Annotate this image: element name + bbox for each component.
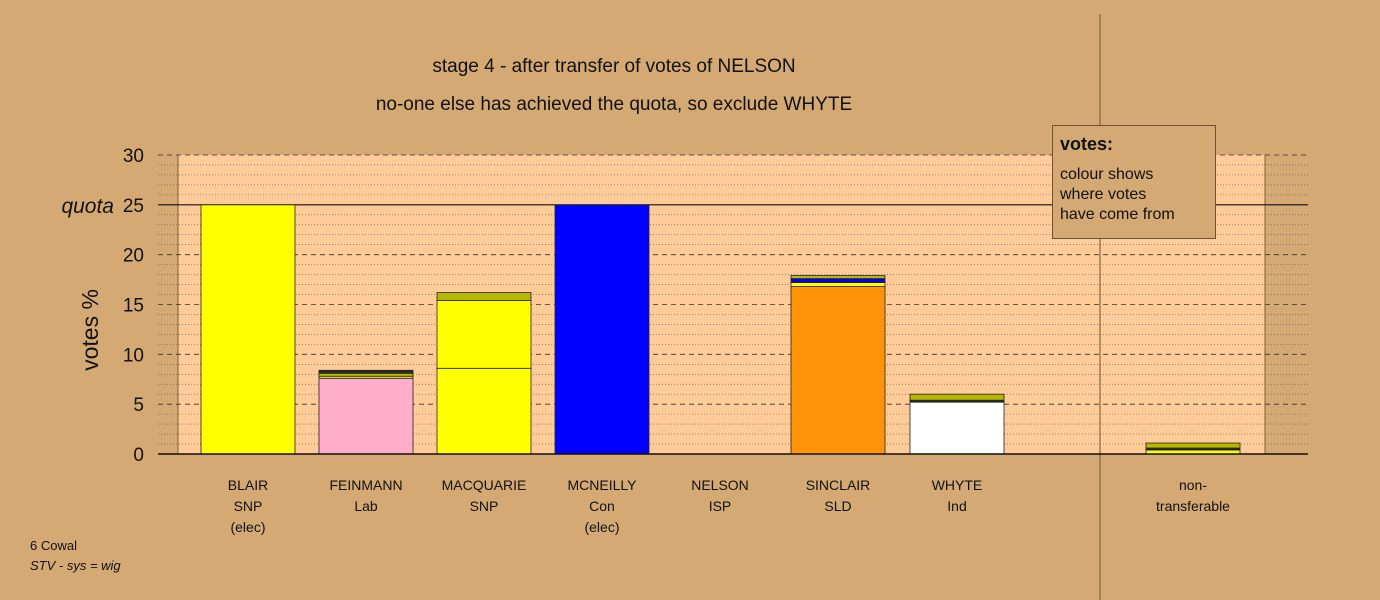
candidate-label: MCNEILLY <box>568 477 638 493</box>
y-axis-label: votes % <box>77 289 103 371</box>
candidate-label: MACQUARIE <box>442 477 527 493</box>
bar-segment <box>554 204 650 455</box>
legend-box: votes: colour shows where votes have com… <box>1052 125 1216 239</box>
bar-group-blair <box>200 204 296 455</box>
y-tick-label: 5 <box>133 395 144 416</box>
y-tick-label: 15 <box>123 296 144 317</box>
bar-segment <box>1145 442 1241 449</box>
bar-segment <box>790 282 886 287</box>
bar-group-sinclair <box>790 275 886 455</box>
bar-segment <box>318 372 414 377</box>
y-tick-label: 0 <box>133 445 144 466</box>
bar-group-mcneilly <box>554 204 650 455</box>
legend-title: votes: <box>1060 134 1114 154</box>
quota-label: quota <box>61 195 114 218</box>
candidate-label: non- <box>1179 477 1207 493</box>
candidate-label: Con <box>589 498 615 514</box>
bar-segment <box>318 369 414 374</box>
candidate-label: ISP <box>709 498 732 514</box>
bar-segment <box>318 377 414 455</box>
voting-system: STV - sys = wig <box>30 558 121 573</box>
bar-segment <box>790 286 886 455</box>
candidate-label: SNP <box>470 498 499 514</box>
y-tick-label: 10 <box>123 345 144 366</box>
candidate-label: transferable <box>1156 498 1230 514</box>
candidate-label: WHYTE <box>932 477 983 493</box>
bar-segment <box>436 367 532 455</box>
candidate-label: Lab <box>354 498 378 514</box>
candidate-label: BLAIR <box>228 477 268 493</box>
bar-group-feinmann <box>318 369 414 455</box>
candidate-label: FEINMANN <box>329 477 402 493</box>
ward-name: 6 Cowal <box>30 538 77 553</box>
candidate-label: SLD <box>824 498 851 514</box>
legend-line-3: have come from <box>1060 206 1175 223</box>
candidate-label: Ind <box>947 498 966 514</box>
bar-segment <box>790 275 886 279</box>
bar-segment <box>790 278 886 283</box>
bar-segment <box>436 300 532 369</box>
bar-group-macquarie <box>436 292 532 455</box>
bar-segment <box>909 401 1005 455</box>
footer: 6 Cowal STV - sys = wig <box>30 536 121 576</box>
bar-segment <box>909 393 1005 401</box>
axes: BLAIR SNP (elec) FEINMANN Lab MACQUARIE SNP MCN… <box>123 146 1308 535</box>
bar-group-non <box>1145 442 1241 455</box>
chart-title-line2: no-one else has achieved the quota, so e… <box>376 94 852 115</box>
y-tick-label: 20 <box>123 246 144 267</box>
y-tick-label: 30 <box>123 146 144 167</box>
bar-segment <box>436 292 532 301</box>
candidate-label: (elec) <box>584 519 619 535</box>
bars <box>200 204 1241 455</box>
chart-title-line1: stage 4 - after transfer of votes of NEL… <box>432 56 795 77</box>
legend-line-1: colour shows <box>1060 166 1154 183</box>
bar-group-whyte <box>909 393 1005 455</box>
candidate-label: (elec) <box>230 519 265 535</box>
candidate-label: SNP <box>234 498 263 514</box>
y-tick-label: 25 <box>123 196 144 217</box>
bar-segment <box>200 204 296 455</box>
candidate-label: SINCLAIR <box>806 477 871 493</box>
legend-line-2: where votes <box>1060 186 1147 203</box>
candidate-label: NELSON <box>691 477 749 493</box>
